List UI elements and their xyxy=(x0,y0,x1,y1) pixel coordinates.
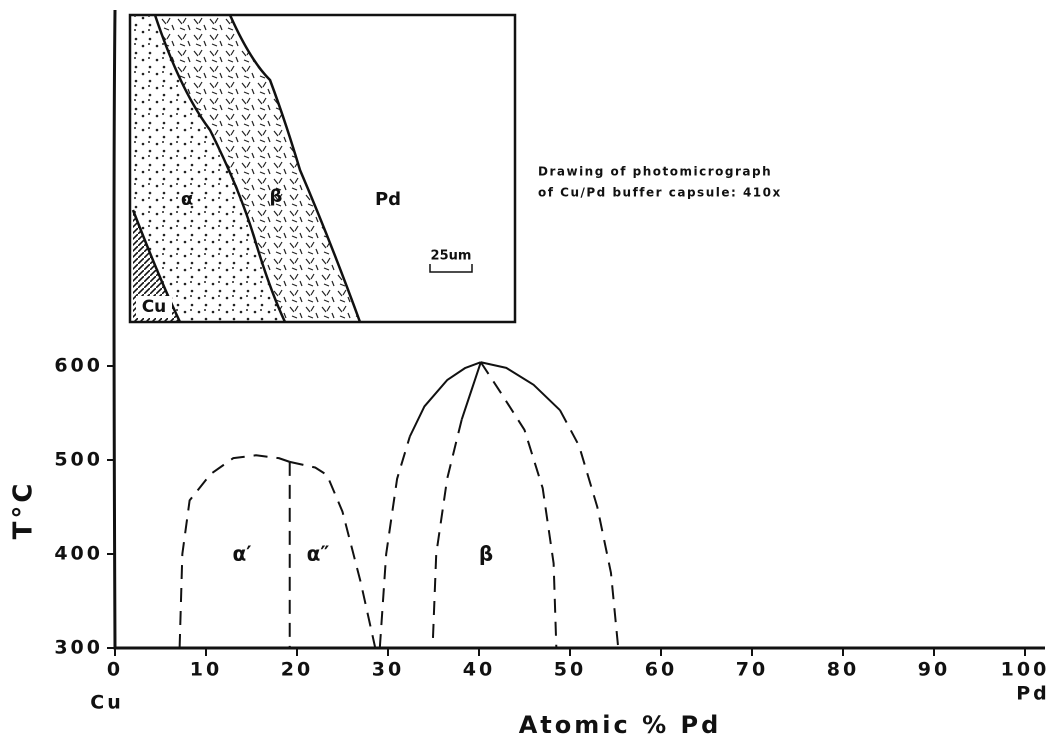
y-tick-label: 500 xyxy=(54,449,103,471)
x-tick-label: 10 xyxy=(190,659,222,681)
phase-boundary xyxy=(559,409,620,649)
inset-label: Pd xyxy=(375,189,401,210)
phase-boundary xyxy=(460,361,482,420)
scale-bar-label: 25um xyxy=(431,249,472,264)
y-axis-title: T°C xyxy=(9,481,39,540)
cu-label-bg xyxy=(136,296,172,318)
x-tick-label: 80 xyxy=(827,659,859,681)
phase-boundary xyxy=(408,361,482,437)
inset-label: α xyxy=(181,189,193,210)
y-tick-label: 300 xyxy=(54,637,103,659)
x-axis-title: Atomic % Pd xyxy=(519,711,722,739)
caption: of Cu/Pd buffer capsule: 410x xyxy=(538,186,782,200)
x-tick-label: 40 xyxy=(463,659,495,681)
x-tick-label: 70 xyxy=(736,659,768,681)
x-tick-label: 60 xyxy=(645,659,677,681)
x-tick-label: 100 xyxy=(1001,659,1050,681)
region-label: β xyxy=(479,542,493,566)
x-tick-label: 50 xyxy=(554,659,586,681)
y-tick-label: 400 xyxy=(54,543,103,565)
phase-boundary xyxy=(479,361,558,649)
phase-boundary xyxy=(431,419,463,649)
scale-bar xyxy=(429,264,473,273)
x-end-label: Pd xyxy=(1016,683,1050,705)
cu-region xyxy=(133,210,180,322)
inset: α β Pd Cu 25um xyxy=(128,13,517,324)
x-end-label: Cu xyxy=(90,692,123,714)
inset-label: Cu xyxy=(142,297,167,317)
x-tick-label: 90 xyxy=(918,659,950,681)
phase-boundary xyxy=(378,436,411,649)
beta-region xyxy=(155,15,360,322)
phase-boundary xyxy=(289,460,377,649)
inset-boundary xyxy=(131,14,362,323)
y-tick-label: 600 xyxy=(54,355,103,377)
alpha-region xyxy=(133,15,285,322)
x-tick-label: 20 xyxy=(281,659,313,681)
region-label: α″ xyxy=(307,542,330,566)
phase-boundary xyxy=(480,361,561,411)
caption: Drawing of photomicrograph xyxy=(538,165,772,179)
phase-boundary xyxy=(178,454,291,649)
x-tick-label: 0 xyxy=(107,659,123,681)
x-tick-label: 30 xyxy=(372,659,404,681)
inset-label: β xyxy=(270,186,283,207)
region-label: α′ xyxy=(232,542,251,566)
